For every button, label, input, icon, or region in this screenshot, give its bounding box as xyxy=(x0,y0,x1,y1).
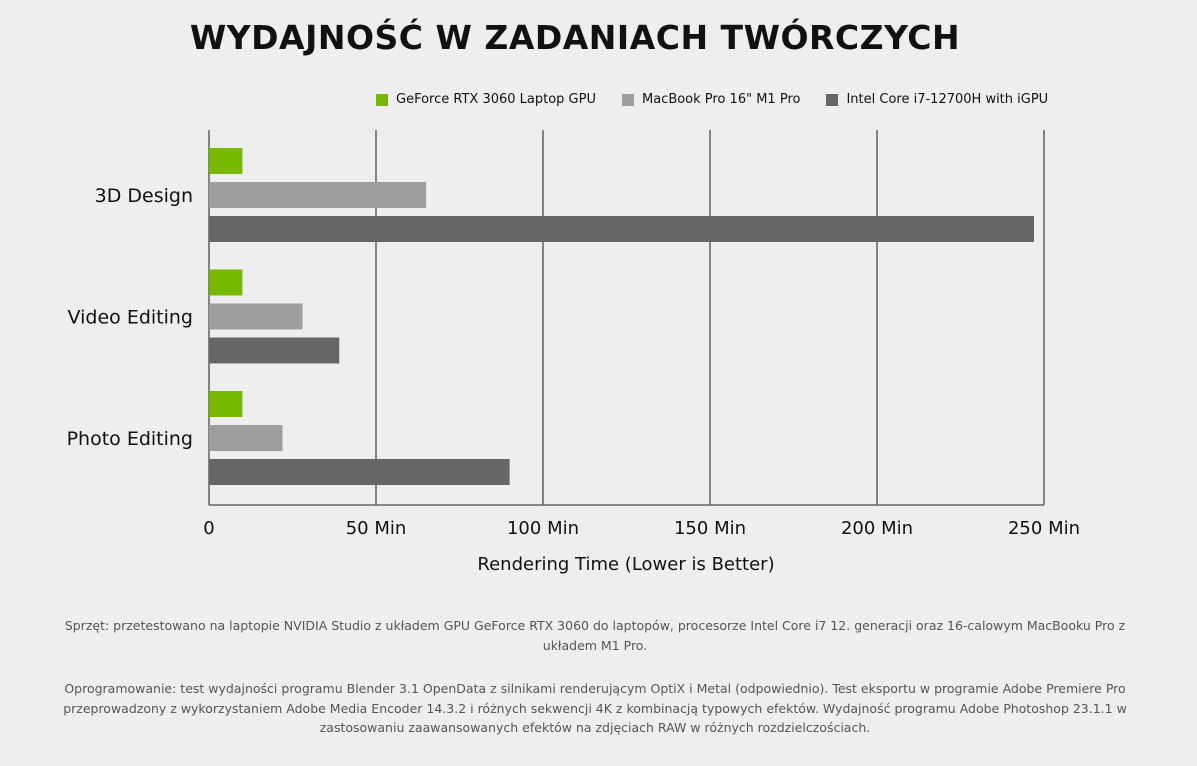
chart-legend: GeForce RTX 3060 Laptop GPU MacBook Pro … xyxy=(376,92,1074,107)
bar-video-editing-macbook-pro-16-m1-pro xyxy=(209,303,303,330)
tick-label-200: 200 Min xyxy=(841,518,913,539)
bar-chart: 3D Design Video Editing Photo Editing 0 50 M… xyxy=(67,130,1080,575)
legend-item-macbook: MacBook Pro 16" M1 Pro xyxy=(621,92,801,107)
bar-photo-editing-geforce-rtx-3060-laptop-gpu xyxy=(209,391,243,417)
tick-label-250: 250 Min xyxy=(1008,518,1080,539)
chart-title: WYDAJNOŚĆ W ZADANIACH TWÓRCZYCH xyxy=(189,18,961,57)
legend-label-macbook: MacBook Pro 16" M1 Pro xyxy=(641,92,801,107)
category-label-video-editing: Video Editing xyxy=(68,307,193,329)
tick-label-0: 0 xyxy=(203,518,214,539)
bar-photo-editing-macbook-pro-16-m1-pro xyxy=(209,425,283,451)
footnote-software: Oprogramowanie: test wydajności programu… xyxy=(63,681,1127,735)
footnote-hardware: Sprzęt: przetestowano na laptopie NVIDIA… xyxy=(64,618,1126,653)
legend-label-rtx3060: GeForce RTX 3060 Laptop GPU xyxy=(396,92,596,107)
legend-label-intel: Intel Core i7-12700H with iGPU xyxy=(846,92,1049,107)
tick-label-150: 150 Min xyxy=(674,518,746,539)
bar-video-editing-intel-core-i7-12700h-with-igpu xyxy=(209,337,340,364)
legend-swatch-intel xyxy=(826,93,839,106)
tick-label-100: 100 Min xyxy=(507,518,579,539)
tick-label-50: 50 Min xyxy=(346,518,407,539)
category-label-3d-design: 3D Design xyxy=(95,185,193,207)
bar-3d-design-macbook-pro-16-m1-pro xyxy=(209,182,427,208)
legend-swatch-rtx3060 xyxy=(376,93,388,106)
bar-video-editing-geforce-rtx-3060-laptop-gpu xyxy=(209,269,243,296)
legend-item-rtx3060: GeForce RTX 3060 Laptop GPU xyxy=(376,92,596,107)
bar-photo-editing-intel-core-i7-12700h-with-igpu xyxy=(209,459,510,485)
category-label-photo-editing: Photo Editing xyxy=(67,428,193,450)
legend-item-intel: Intel Core i7-12700H with iGPU xyxy=(826,92,1048,107)
legend-swatch-macbook xyxy=(621,93,634,106)
x-axis-title: Rendering Time (Lower is Better) xyxy=(477,554,774,575)
bar-3d-design-intel-core-i7-12700h-with-igpu xyxy=(209,216,1034,242)
bar-3d-design-geforce-rtx-3060-laptop-gpu xyxy=(209,148,243,174)
